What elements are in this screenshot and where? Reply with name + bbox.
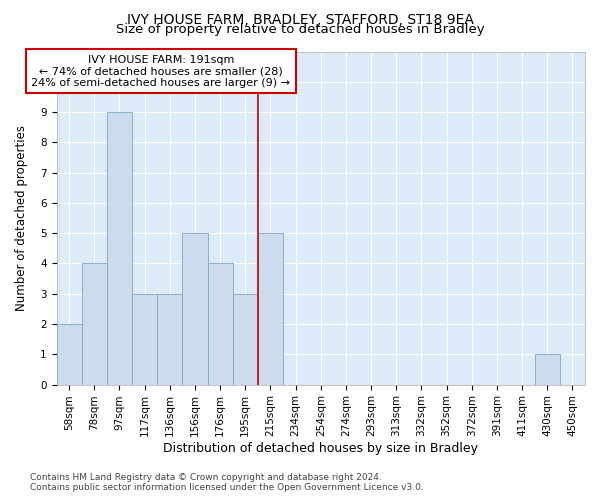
Bar bbox=[107, 112, 132, 384]
Text: Contains HM Land Registry data © Crown copyright and database right 2024.
Contai: Contains HM Land Registry data © Crown c… bbox=[30, 473, 424, 492]
Bar bbox=[208, 264, 233, 384]
Bar bbox=[233, 294, 258, 384]
Text: Size of property relative to detached houses in Bradley: Size of property relative to detached ho… bbox=[116, 24, 484, 36]
Text: IVY HOUSE FARM, BRADLEY, STAFFORD, ST18 9EA: IVY HOUSE FARM, BRADLEY, STAFFORD, ST18 … bbox=[127, 12, 473, 26]
Bar bbox=[535, 354, 560, 384]
Bar bbox=[56, 324, 82, 384]
Bar bbox=[258, 233, 283, 384]
Bar bbox=[82, 264, 107, 384]
Bar bbox=[182, 233, 208, 384]
Y-axis label: Number of detached properties: Number of detached properties bbox=[15, 125, 28, 311]
Bar bbox=[132, 294, 157, 384]
Text: IVY HOUSE FARM: 191sqm
← 74% of detached houses are smaller (28)
24% of semi-det: IVY HOUSE FARM: 191sqm ← 74% of detached… bbox=[31, 54, 290, 88]
X-axis label: Distribution of detached houses by size in Bradley: Distribution of detached houses by size … bbox=[163, 442, 478, 455]
Bar bbox=[157, 294, 182, 384]
